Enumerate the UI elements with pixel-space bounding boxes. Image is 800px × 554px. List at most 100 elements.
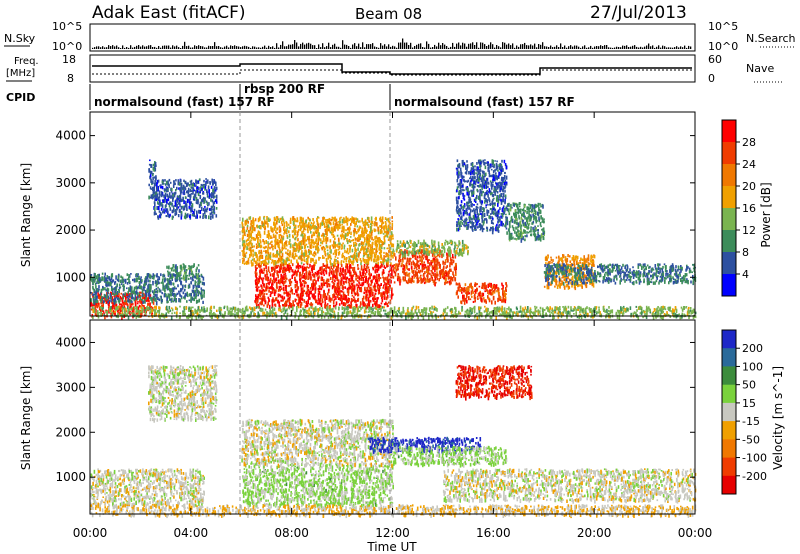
power-cell	[167, 285, 169, 290]
power-cell	[267, 279, 269, 281]
power-cell	[298, 242, 300, 246]
power-cell	[249, 229, 251, 234]
power-cell	[337, 263, 339, 267]
power-cell	[371, 220, 374, 224]
power-cell	[153, 182, 156, 187]
power-cell	[279, 280, 281, 285]
power-cell	[310, 239, 313, 244]
power-cell	[271, 286, 273, 290]
power-cell	[372, 278, 375, 281]
power-cell	[386, 247, 389, 250]
power-cell	[263, 263, 265, 266]
power-cell	[142, 300, 144, 304]
power-cell	[383, 225, 385, 230]
power-cell	[346, 238, 348, 242]
nsky-bar	[482, 42, 484, 49]
power-cell	[436, 255, 438, 258]
power-cell	[156, 273, 158, 278]
nsky-bar	[124, 47, 126, 49]
power-cell	[431, 253, 434, 257]
power-cell	[161, 202, 163, 206]
power-cell	[381, 230, 383, 234]
power-cell	[255, 260, 257, 265]
power-cell	[342, 242, 344, 245]
power-cell	[286, 244, 288, 247]
nsky-bar	[508, 43, 510, 49]
power-cell	[313, 254, 316, 258]
power-cell	[390, 252, 393, 257]
nsky-bar	[568, 46, 570, 49]
power-cell	[318, 286, 321, 290]
power-cell	[161, 292, 163, 295]
nsky-bar	[298, 46, 300, 49]
power-cell	[406, 249, 408, 253]
nsky-bar	[410, 42, 412, 49]
power-cell	[156, 186, 159, 190]
power-cell	[276, 216, 278, 219]
nsky-bar	[550, 45, 552, 49]
power-cell	[332, 252, 335, 255]
power-cell	[362, 224, 365, 227]
power-cell	[114, 311, 116, 316]
power-cell	[247, 220, 249, 224]
nsky-bar	[458, 42, 460, 49]
nsky-bar	[444, 44, 446, 49]
power-cell	[111, 296, 114, 300]
power-cell	[360, 286, 362, 289]
nsky-bar	[326, 46, 328, 49]
power-cell	[385, 255, 387, 258]
power-cell	[374, 286, 376, 290]
nsky-bar	[628, 47, 630, 49]
nsky-bar	[348, 46, 350, 49]
power-cell	[444, 239, 447, 242]
power-cell	[364, 272, 367, 276]
power-cell	[185, 203, 188, 207]
nsky-bar	[290, 44, 292, 49]
power-cell	[273, 235, 275, 239]
power-cell	[173, 207, 175, 212]
power-cell	[166, 278, 169, 282]
power-cell	[267, 223, 269, 228]
power-cell	[154, 206, 156, 211]
power-cell	[150, 297, 152, 300]
nsky-bar	[372, 43, 374, 49]
power-cell	[367, 261, 370, 265]
power-cell	[268, 304, 271, 310]
power-cell	[150, 171, 153, 175]
power-cell	[101, 299, 103, 301]
power-cell	[158, 196, 161, 199]
nsky-bar	[532, 45, 534, 49]
power-cell	[102, 285, 104, 288]
nsky-bar	[656, 46, 658, 49]
nsky-bar	[150, 45, 152, 49]
power-cell	[256, 295, 258, 300]
power-cell	[338, 242, 340, 245]
power-cell	[318, 256, 320, 261]
power-cell	[298, 245, 300, 250]
power-cell	[261, 286, 263, 290]
nave-tick-top: 60	[708, 53, 722, 66]
power-cell	[260, 256, 262, 259]
power-cell	[193, 297, 195, 302]
power-cell	[210, 215, 212, 220]
power-cell	[251, 246, 254, 249]
nsky-bar	[460, 45, 462, 49]
power-cell	[288, 269, 291, 273]
power-cell	[181, 199, 183, 202]
power-cell	[333, 298, 336, 301]
power-cell	[204, 211, 206, 215]
power-cell	[143, 305, 145, 308]
power-cell	[100, 279, 103, 281]
power-cell	[190, 179, 193, 182]
power-cell	[424, 277, 426, 281]
power-cell	[361, 234, 363, 238]
power-cell	[181, 288, 184, 290]
power-cell	[241, 230, 244, 233]
power-cell	[149, 170, 152, 175]
power-cell	[310, 231, 312, 234]
power-cell	[168, 277, 171, 281]
power-cell	[95, 300, 97, 304]
power-cell	[101, 276, 103, 281]
power-cell	[262, 260, 264, 264]
power-cell	[370, 294, 372, 297]
